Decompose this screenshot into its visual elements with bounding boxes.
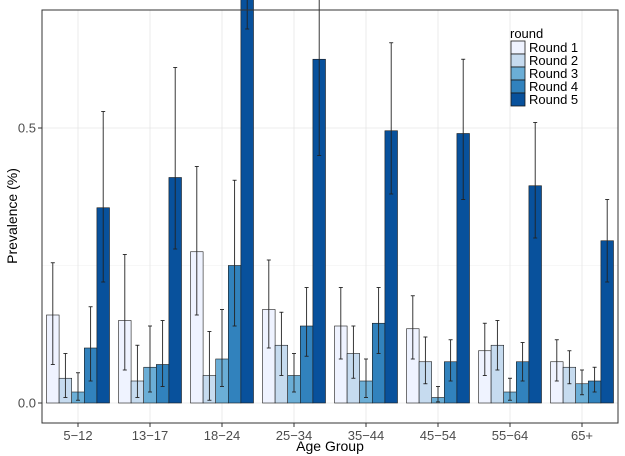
grid-lines bbox=[42, 10, 618, 423]
error-bars bbox=[50, 0, 610, 403]
legend-label: Round 3 bbox=[529, 66, 578, 81]
legend-key bbox=[510, 79, 526, 94]
y-tick-label: 0.0 bbox=[18, 396, 36, 411]
y-axis-title: Prevalence (%) bbox=[4, 168, 20, 264]
plot-border bbox=[41, 9, 619, 424]
x-tick-label: 35−44 bbox=[348, 428, 385, 443]
x-tick-label: 13−17 bbox=[132, 428, 169, 443]
legend-label: Round 4 bbox=[529, 79, 578, 94]
legend-label: Round 5 bbox=[529, 92, 578, 107]
bar bbox=[240, 0, 254, 404]
legend-key bbox=[510, 53, 526, 68]
legend-label: Round 2 bbox=[529, 53, 578, 68]
x-tick-label: 25−34 bbox=[276, 428, 313, 443]
legend-key bbox=[510, 66, 526, 81]
y-tick-label: 0.5 bbox=[18, 121, 36, 136]
x-tick-label: 45−54 bbox=[420, 428, 457, 443]
y-axis: 0.00.51.0 bbox=[18, 121, 42, 411]
x-tick-label: 5−12 bbox=[63, 428, 92, 443]
legend-label: Round 1 bbox=[529, 40, 578, 55]
legend-key bbox=[510, 92, 526, 107]
x-tick-label: 18−24 bbox=[204, 428, 241, 443]
x-tick-label: 55−64 bbox=[492, 428, 529, 443]
x-tick-label: 65+ bbox=[571, 428, 593, 443]
legend-key bbox=[510, 40, 526, 55]
x-axis-title: Age Group bbox=[296, 438, 364, 454]
x-axis: 5−12 13−17 18−24 25−34 35−44 45−54 55−64 65+ bbox=[63, 423, 593, 443]
legend-title: round bbox=[510, 26, 543, 41]
